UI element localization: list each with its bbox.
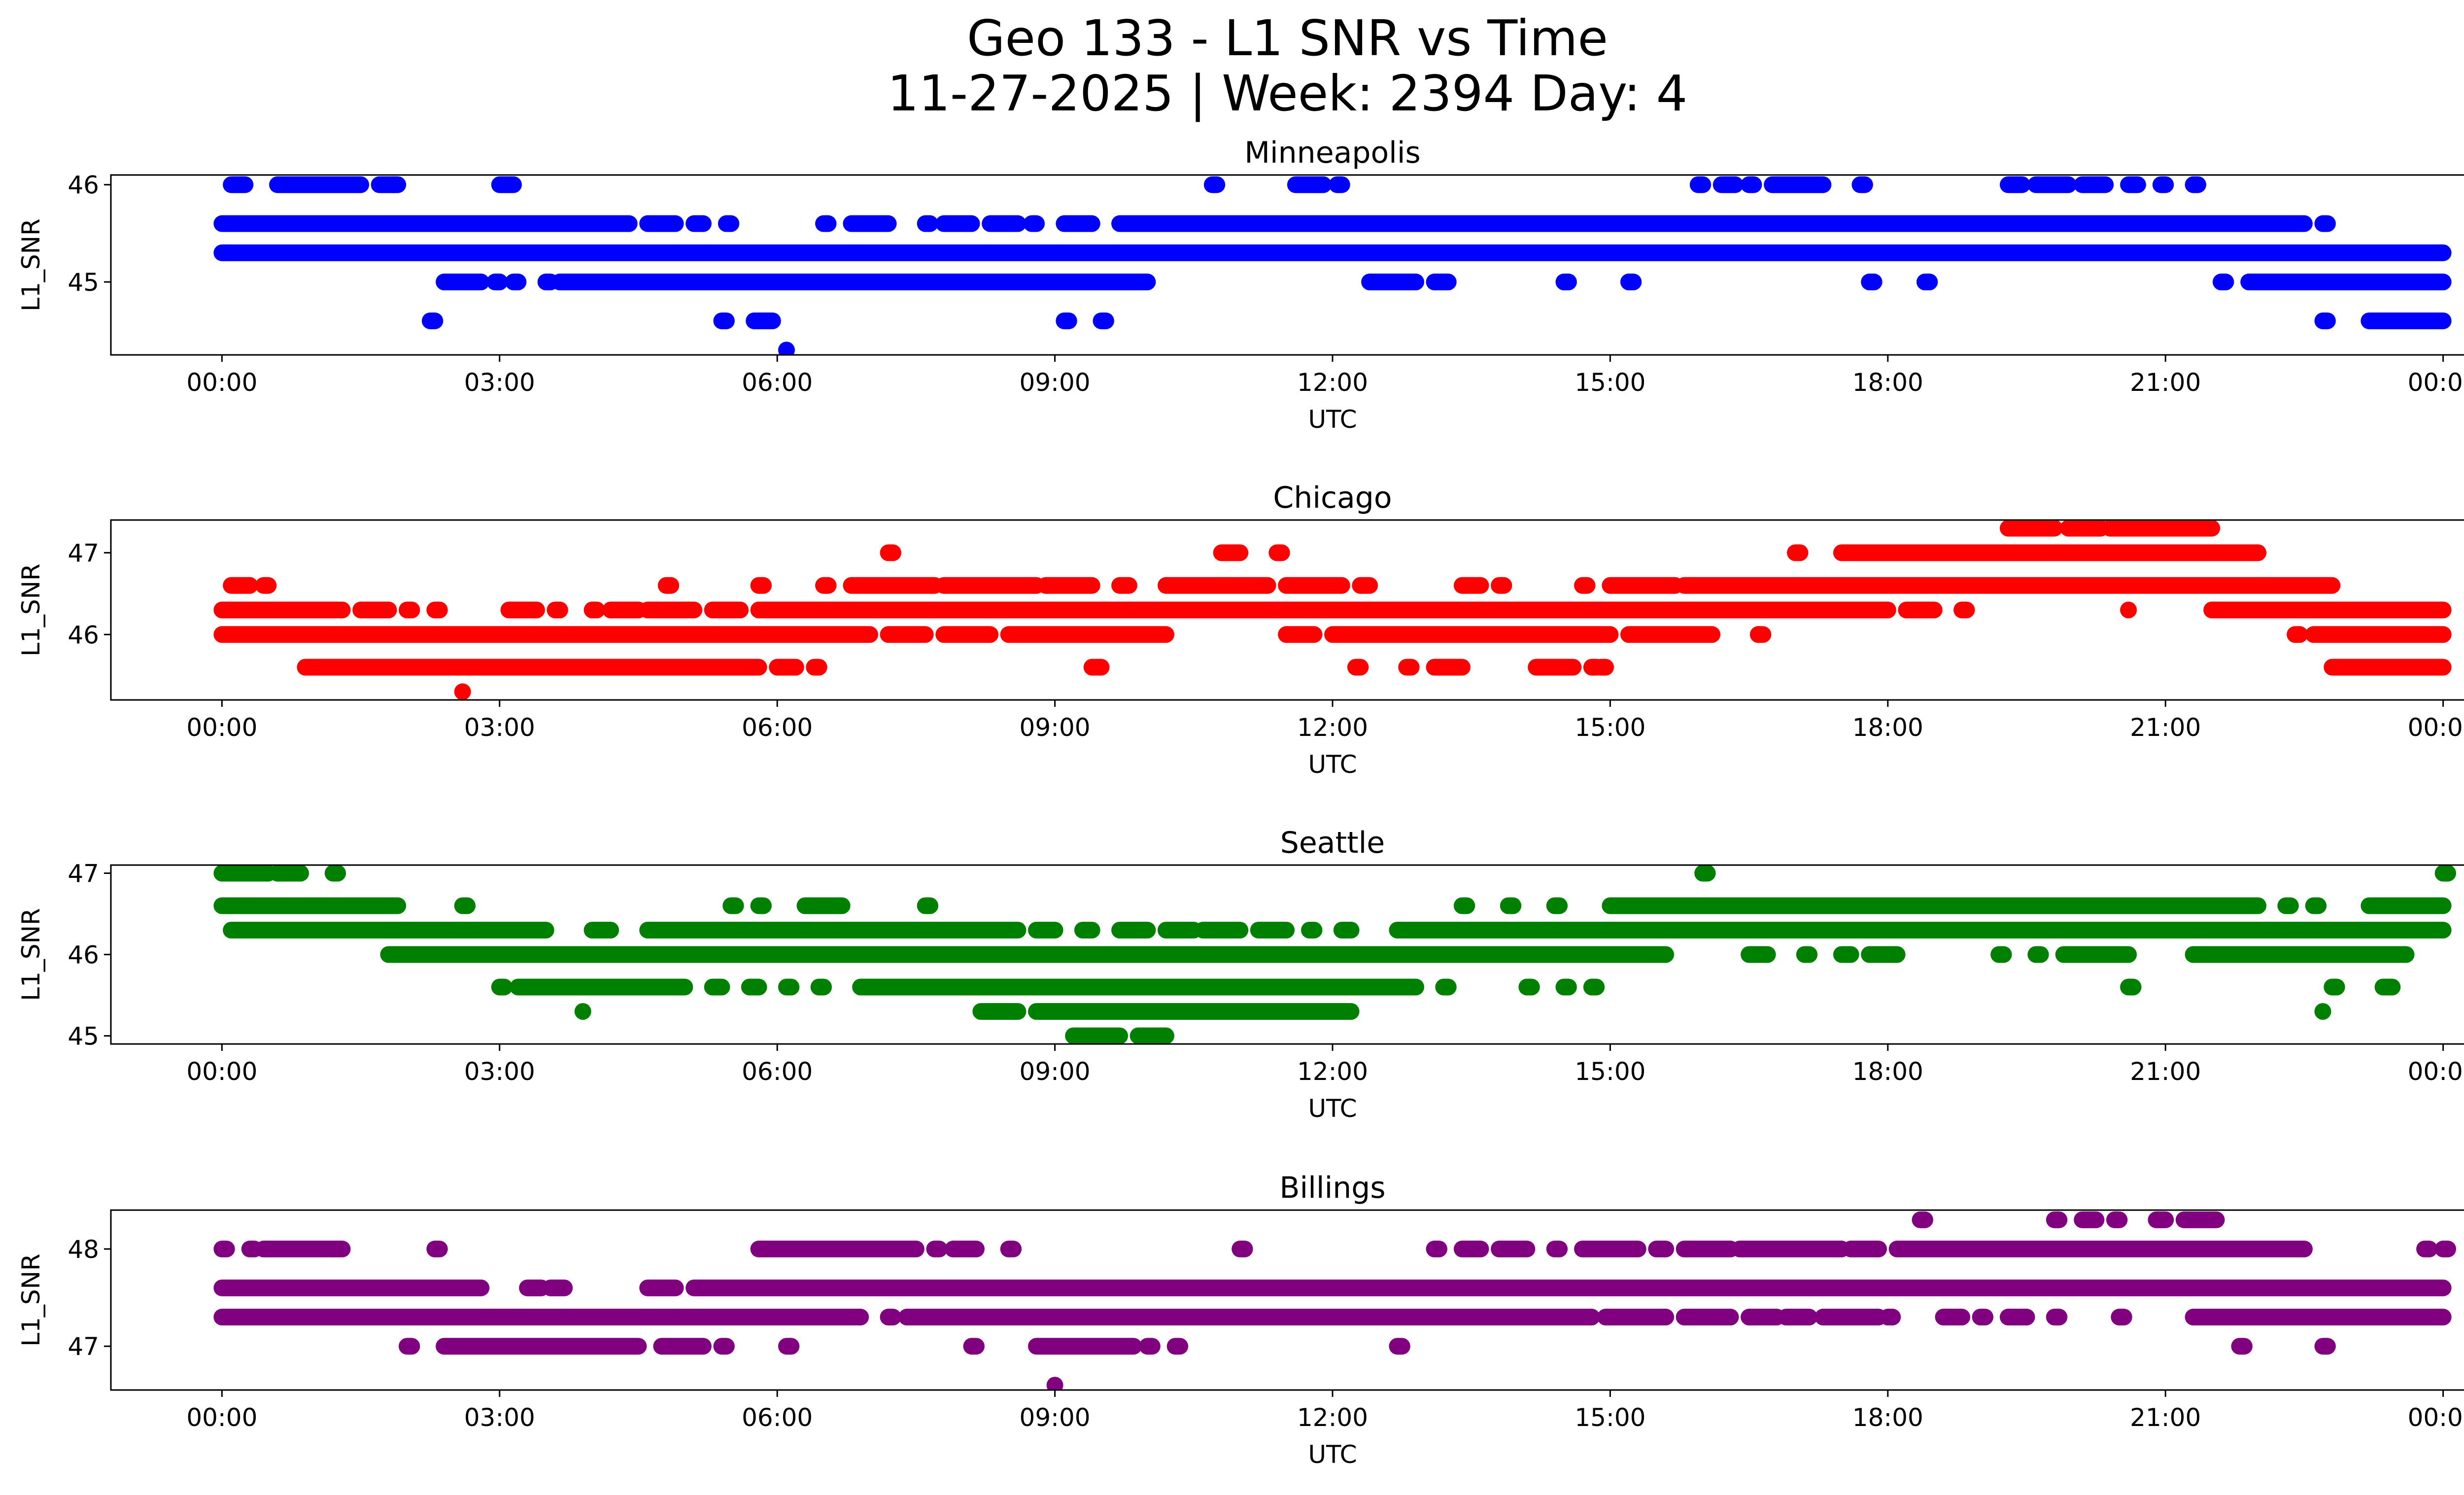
x-tick-label: 00:00 [2408, 713, 2464, 742]
x-tick-label: 00:00 [186, 1403, 257, 1432]
x-tick-label: 21:00 [2130, 1057, 2201, 1086]
y-axis-label: L1_SNR [17, 218, 45, 312]
x-tick-label: 06:00 [742, 713, 813, 742]
subplot-minneapolis: 00:00 03:00 06:00 09:00 12:00 15:00 18:00 21:00… [17, 136, 2464, 434]
data-point [1046, 1377, 1063, 1390]
y-axis-label: L1_SNR [17, 1253, 45, 1347]
data-series [213, 176, 2452, 355]
y-tick-label: 47 [68, 1332, 99, 1361]
y-tick-label: 46 [68, 941, 99, 970]
x-tick-label: 15:00 [1574, 368, 1645, 397]
x-axis-label: UTC [1308, 750, 1357, 779]
x-tick-label: 12:00 [1297, 1403, 1368, 1432]
figure-title-line-2: 11-27-2025 | Week: 2394 Day: 4 [887, 65, 1688, 122]
x-tick-label: 09:00 [1020, 368, 1091, 397]
y-tick-label: 46 [68, 171, 99, 200]
data-series [213, 865, 2457, 1044]
data-point [574, 1003, 591, 1020]
subplot-seattle: 00:00 03:00 06:00 09:00 12:00 15:00 18:00 21:00… [17, 826, 2464, 1123]
x-tick-label: 06:00 [742, 1403, 813, 1432]
x-tick-label: 00:00 [186, 1057, 257, 1086]
x-tick-label: 15:00 [1574, 713, 1645, 742]
data-point [2120, 601, 2137, 619]
subplot-title: Billings [1279, 1171, 1385, 1205]
y-axis-label: L1_SNR [17, 908, 45, 1001]
y-tick-label: 47 [68, 860, 99, 888]
x-tick-label: 21:00 [2130, 1403, 2201, 1432]
subplot-title: Chicago [1273, 481, 1392, 515]
data-point [2314, 1003, 2331, 1020]
x-tick-label: 18:00 [1852, 1403, 1923, 1432]
x-tick-label: 03:00 [464, 368, 535, 397]
subplot-title: Minneapolis [1244, 136, 1421, 170]
x-tick-label: 09:00 [1020, 713, 1091, 742]
x-tick-label: 21:00 [2130, 368, 2201, 397]
x-tick-label: 12:00 [1297, 713, 1368, 742]
y-axis-label: L1_SNR [17, 563, 45, 657]
x-tick-label: 06:00 [742, 1057, 813, 1086]
data-point [1749, 626, 1767, 643]
subplot-title: Seattle [1280, 826, 1385, 860]
x-tick-label: 18:00 [1852, 713, 1923, 742]
x-tick-label: 12:00 [1297, 1057, 1368, 1086]
x-tick-label: 15:00 [1574, 1403, 1645, 1432]
x-tick-label: 00:00 [2408, 1057, 2464, 1086]
x-tick-label: 00:00 [2408, 1403, 2464, 1432]
x-axis-label: UTC [1308, 1094, 1357, 1123]
y-tick-label: 47 [68, 539, 99, 567]
x-tick-label: 03:00 [464, 1057, 535, 1086]
y-tick-label: 46 [68, 621, 99, 649]
data-point [778, 342, 795, 355]
axes-frame [110, 174, 2464, 356]
x-tick-label: 00:00 [186, 713, 257, 742]
x-tick-label: 15:00 [1574, 1057, 1645, 1086]
data-point [454, 683, 471, 700]
x-axis-label: UTC [1308, 405, 1357, 434]
x-tick-label: 18:00 [1852, 1057, 1923, 1086]
axes-frame [110, 1209, 2464, 1391]
figure-title-line-1: Geo 133 - L1 SNR vs Time [967, 9, 1608, 67]
x-tick-label: 06:00 [742, 368, 813, 397]
x-tick-label: 03:00 [464, 1403, 535, 1432]
subplot-chicago: 00:00 03:00 06:00 09:00 12:00 15:00 18:00 21:00… [17, 481, 2464, 779]
x-tick-label: 00:00 [2408, 368, 2464, 397]
x-tick-label: 00:00 [186, 368, 257, 397]
x-tick-label: 09:00 [1020, 1057, 1091, 1086]
x-tick-label: 12:00 [1297, 368, 1368, 397]
x-tick-label: 18:00 [1852, 368, 1923, 397]
x-tick-label: 21:00 [2130, 713, 2201, 742]
y-tick-label: 48 [68, 1235, 99, 1264]
x-axis-label: UTC [1308, 1440, 1357, 1469]
data-series [213, 1211, 2457, 1390]
x-tick-label: 03:00 [464, 713, 535, 742]
y-tick-label: 45 [68, 268, 99, 297]
subplot-billings: 00:00 03:00 06:00 09:00 12:00 15:00 18:00 21:00… [17, 1171, 2464, 1469]
y-tick-label: 45 [68, 1022, 99, 1051]
x-tick-label: 09:00 [1020, 1403, 1091, 1432]
data-series [213, 520, 2452, 700]
